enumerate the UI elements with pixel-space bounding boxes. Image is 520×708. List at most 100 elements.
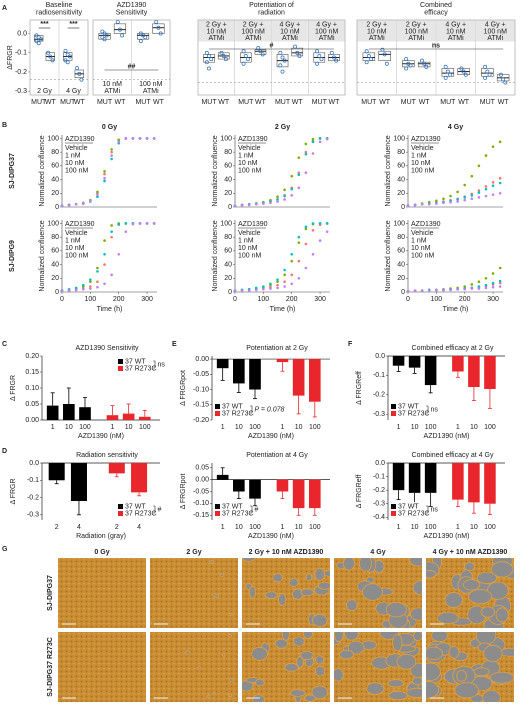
data-point [269,287,272,290]
gray-patch [426,662,441,681]
y-tick-label: 0.20 [25,353,39,360]
group-label-line: 4 Gy + [316,21,337,28]
group-label: 4 Gy +100 nM ATMi [315,21,339,42]
data-point [290,174,294,178]
row-label: SJ-DIPG37 [9,153,16,189]
panel-title-line: radiation [258,9,285,16]
data-point [96,266,99,270]
bar [308,359,321,402]
y-tick-label: 80 [51,149,59,156]
legend-label: 37 R273C [222,411,254,418]
legend-title: AZD1390 [65,221,95,228]
legend-title: AZD1390 [65,136,95,143]
data-point [110,150,113,154]
gray-patch [249,585,256,599]
y-tick-label: 0.05 [195,465,209,472]
data-point [96,195,99,199]
data-point [223,57,228,62]
x-tick-label: 100 [249,524,261,531]
legend-label: 37 WT [222,404,243,411]
column-label: 0 Gy [94,549,109,556]
data-point [422,61,427,66]
data-point [60,290,64,293]
data-point [89,199,92,203]
legend-label: 1 nM [411,152,427,159]
data-point [498,266,502,270]
sig-label: *** [69,21,77,28]
group-label: 4 Gy [66,88,81,95]
data-point [65,60,70,65]
gray-patch [288,578,299,588]
data-point [145,137,149,140]
data-point [290,282,294,286]
data-point [110,157,113,161]
gray-patch [315,655,325,665]
bar [484,356,496,389]
data-point [297,156,301,159]
data-point [254,202,258,206]
y-tick-label: 60 [224,163,232,170]
data-point [304,142,308,146]
data-point [260,52,265,57]
data-point [96,190,99,194]
group-label-line: ATMi [282,35,298,42]
data-point [311,137,315,141]
bar [131,463,148,493]
group-label-line: 2 Gy [37,88,52,95]
data-point [442,201,445,205]
annotation: ns [431,406,439,413]
panel-title: 0 Gy [102,124,117,131]
data-point [276,195,279,199]
data-point [297,171,301,175]
gray-patch [252,694,265,702]
group-label-line: 10 nM [103,81,123,88]
y-tick-label: 0 [55,204,59,211]
data-point [484,283,488,287]
row-label: SJ-DIPG37 [47,575,54,611]
y-tick-label: 0.00 [195,356,209,363]
data-point [503,80,508,85]
gray-patch [334,668,344,682]
data-point [89,278,92,281]
annotation: P = 0.078 [255,406,285,413]
y-tick-label: -0.3 [373,501,385,508]
image-background [150,558,238,628]
data-point [456,198,459,201]
group-label-line: ATMi [487,35,503,42]
data-point [477,191,481,194]
group-header [357,20,396,42]
data-point [420,202,424,206]
legend-label: 37 R273C [398,411,430,418]
panel-letter: C [2,341,7,348]
group-label-line: 100 nM [241,28,265,35]
data-point [269,201,272,205]
data-point [81,283,85,287]
data-point [282,58,287,63]
legend-title: AZD1390 [238,221,268,228]
data-point [491,281,495,285]
data-point [276,286,279,290]
data-point [103,263,106,266]
gray-patch [358,558,373,572]
gray-patch [264,591,278,600]
data-point [463,72,468,77]
y-tick-label: -0.2 [27,494,39,501]
group-label: 2 Gy +100 nM ATMi [405,21,429,42]
data-point [483,75,488,80]
x-tick-label: 4 [137,524,141,531]
x-tick-label: 100 [484,524,496,531]
bar [108,463,125,474]
y-tick-label: 20 [51,190,59,197]
data-point [110,154,113,157]
y-tick-label: -0.15 [193,402,209,409]
gray-patch [299,650,314,661]
x-tick-label: 100 [431,296,443,303]
data-point [477,280,481,284]
group-label: 4 Gy +100 nM ATMi [484,21,508,42]
data-point [413,289,417,292]
data-point [318,239,322,242]
data-point [413,203,417,207]
data-point [75,66,80,71]
panel-title-line: AZD1390 [117,2,147,9]
